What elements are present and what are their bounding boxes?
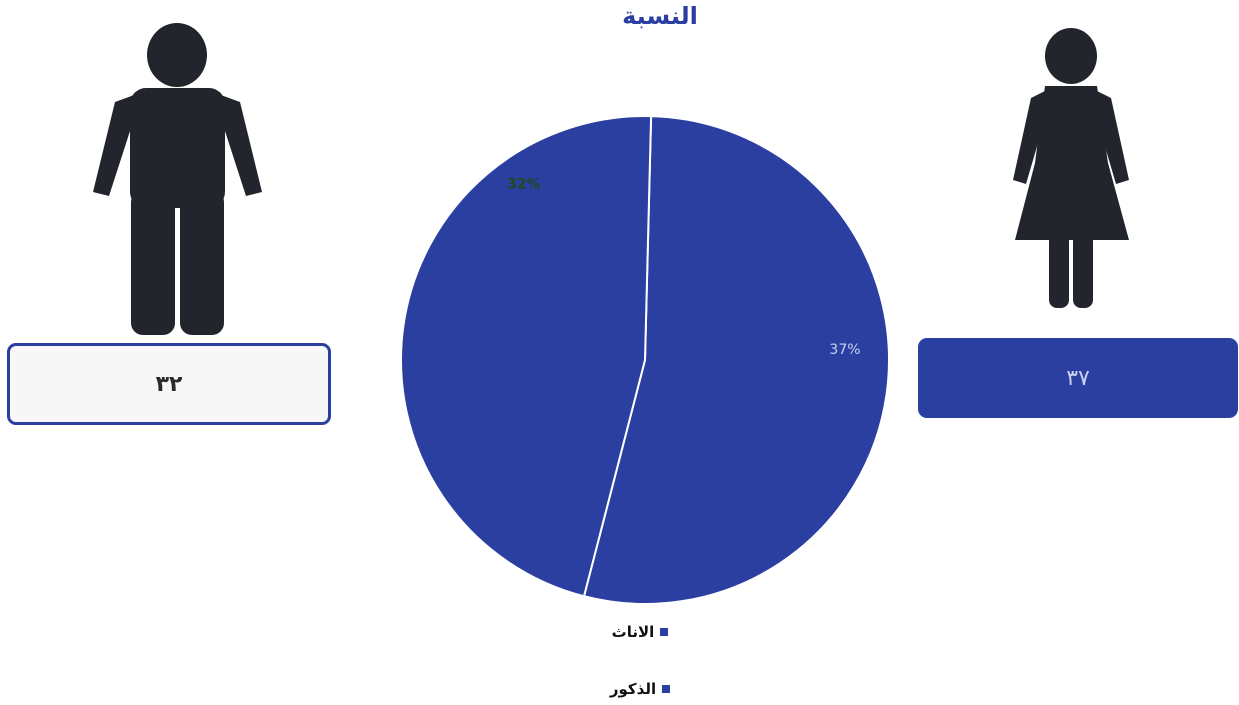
pie-label-male: 32%: [507, 177, 541, 193]
male-figure-icon: [93, 23, 262, 335]
male-count-box: ٣٢: [7, 343, 331, 425]
legend-item-female: الاناث: [560, 623, 720, 641]
pie-slice-female: [582, 115, 890, 605]
legend-label-male: الذكور: [609, 680, 657, 698]
female-count-value: ٣٧: [1066, 365, 1090, 391]
chart-title: النسبة: [622, 2, 698, 30]
male-count-value: ٣٢: [155, 371, 183, 397]
pie-label-female: 37%: [829, 342, 860, 358]
pie-slice-male: [400, 115, 653, 598]
female-figure-icon: [1013, 28, 1129, 308]
pie-chart: 37% 32%: [400, 115, 890, 605]
legend-swatch-female: [660, 628, 669, 636]
legend-item-male: الذكور: [560, 680, 720, 698]
female-count-box: ٣٧: [918, 338, 1238, 418]
legend-label-female: الاناث: [611, 623, 655, 641]
legend-swatch-male: [662, 685, 671, 693]
